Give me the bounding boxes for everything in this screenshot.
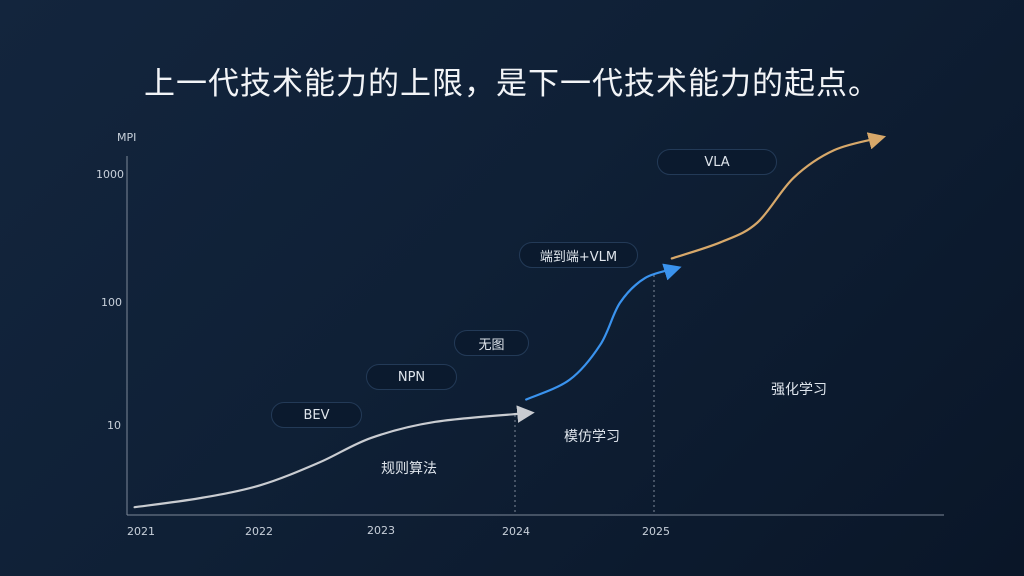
x-tick-2023: 2023 <box>367 524 395 537</box>
phase-label-imitation-learning: 模仿学习 <box>564 429 620 445</box>
x-tick-2025: 2025 <box>642 525 670 538</box>
y-tick-1000: 1000 <box>96 168 124 181</box>
series-imitation-learning <box>525 263 682 401</box>
phase-label-rule-based: 规则算法 <box>381 461 437 477</box>
phase-label-reinforcement-learning: 强化学习 <box>771 382 827 398</box>
slide-title: 上一代技术能力的上限，是下一代技术能力的起点。 <box>144 66 880 102</box>
annotation-mapless: 无图 <box>454 330 529 356</box>
x-tick-2022: 2022 <box>245 525 273 538</box>
x-tick-2024: 2024 <box>502 525 530 538</box>
series-rule-based <box>133 405 535 509</box>
annotation-npn: NPN <box>366 364 457 390</box>
annotation-bev: BEV <box>271 402 362 428</box>
x-tick-2021: 2021 <box>127 525 155 538</box>
annotation-e2e-vlm: 端到端+VLM <box>519 242 638 268</box>
series-reinforcement-learning <box>670 132 887 260</box>
y-axis-label: MPI <box>117 131 137 144</box>
y-tick-100: 100 <box>101 296 122 309</box>
annotation-vla: VLA <box>657 149 777 175</box>
y-tick-10: 10 <box>107 419 121 432</box>
